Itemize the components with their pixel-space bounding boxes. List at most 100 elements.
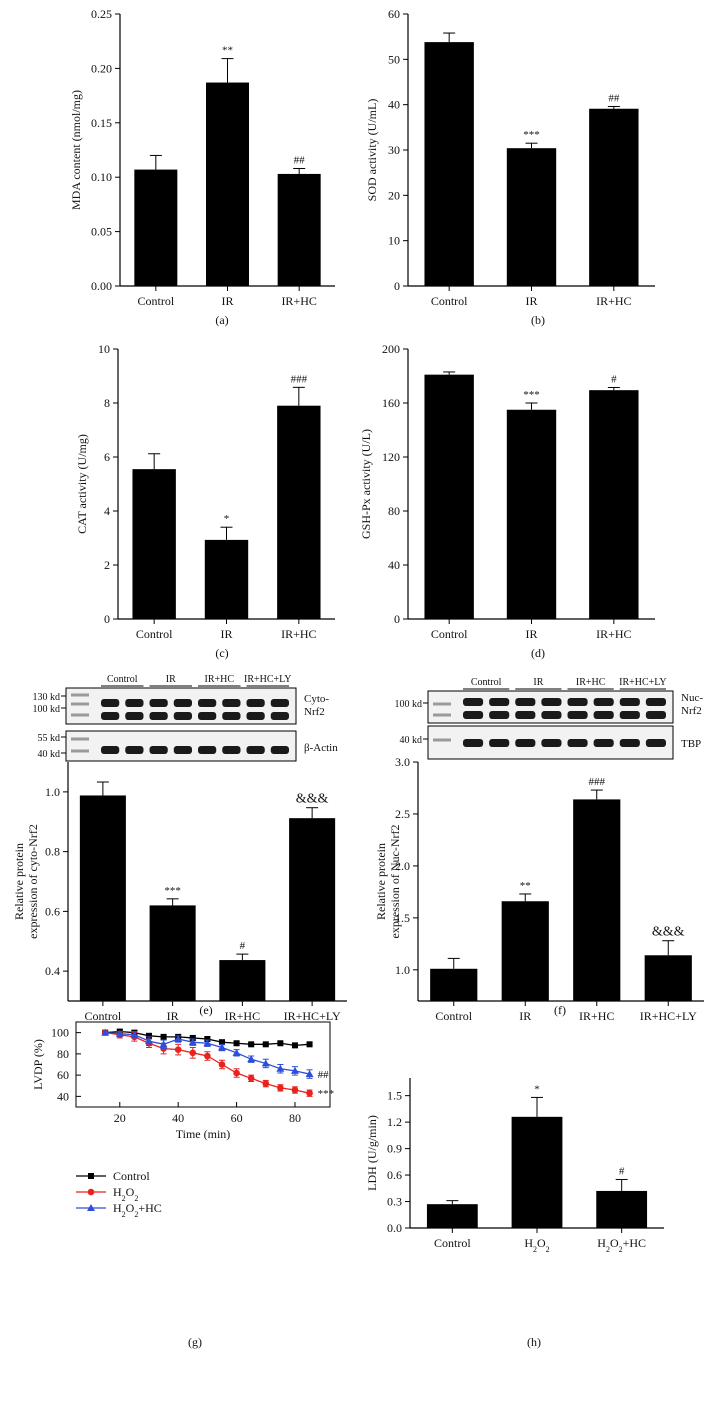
bar	[134, 169, 178, 286]
y-tick-label: 1.5	[387, 1089, 402, 1103]
x-tick-label: IR+HC	[596, 627, 631, 641]
data-point	[217, 1043, 226, 1051]
chart-g: 20 40 60 80 40 60 80 100 *** ## Time (min) LVDP (%)…	[31, 1021, 334, 1349]
protein-band	[541, 698, 562, 706]
panel-label: (a)	[215, 313, 228, 327]
panel-label: (h)	[527, 1335, 541, 1349]
x-tick-label: H2O2	[524, 1236, 549, 1254]
x-tick-label: Control	[137, 294, 174, 308]
y-axis-label: LVDP (%)	[31, 1039, 45, 1090]
data-point	[290, 1066, 299, 1074]
y-axis-label: expression of Nuc-Nrf2	[388, 825, 402, 939]
bar	[206, 82, 249, 286]
x-tick-label: 40	[172, 1111, 184, 1125]
x-tick-label: H2O2+HC	[597, 1236, 646, 1254]
blot-marker-label: 130 kd	[33, 692, 61, 703]
blot-row-label: Nrf2	[681, 705, 702, 717]
bar	[511, 1116, 563, 1228]
blot-marker-label: 100 kd	[395, 699, 423, 710]
data-point	[204, 1052, 211, 1060]
bar	[426, 1204, 478, 1228]
protein-band	[173, 746, 192, 754]
x-tick-label: Control	[431, 627, 468, 641]
y-tick-label: 10	[388, 234, 400, 248]
bar	[644, 955, 692, 1001]
protein-band	[125, 746, 144, 754]
significance-label: ##	[318, 1069, 330, 1081]
protein-band	[246, 746, 265, 754]
x-tick-label: IR	[519, 1009, 531, 1023]
data-point	[305, 1070, 314, 1078]
data-point	[277, 1084, 284, 1092]
protein-band	[222, 712, 241, 720]
legend-label: H2O2	[113, 1185, 138, 1203]
significance-label: ***	[523, 389, 540, 401]
protein-band	[645, 739, 666, 747]
panel-label: (f)	[554, 1003, 566, 1017]
data-point	[233, 1040, 240, 1047]
protein-band	[270, 712, 289, 720]
blot-group-label: IR+HC	[576, 677, 606, 688]
y-tick-label: 20	[388, 188, 400, 202]
data-point	[189, 1034, 196, 1041]
data-point	[248, 1041, 255, 1048]
data-point	[204, 1036, 211, 1042]
y-tick-label: 0.05	[91, 225, 112, 239]
x-tick-label: IR+HC	[281, 627, 316, 641]
chart-a: 0.00 0.05 0.10 0.15 0.20 0.25 Control ** IR ## IR+…	[69, 7, 335, 327]
chart-h: 0.0 0.3 0.6 0.9 1.2 1.5 Control * H2O2 # H2O2+HC LD…	[365, 1078, 664, 1349]
y-tick-label: 1.5	[395, 911, 410, 925]
y-tick-label: 40	[388, 558, 400, 572]
data-point	[115, 1029, 124, 1037]
x-tick-label: 80	[289, 1111, 301, 1125]
data-point	[247, 1075, 255, 1082]
x-tick-label: Control	[431, 294, 468, 308]
significance-label: *	[534, 1083, 540, 1095]
blot-group-label: Control	[471, 677, 502, 688]
y-tick-label: 6	[104, 450, 110, 464]
protein-band	[515, 711, 536, 719]
data-point	[188, 1038, 197, 1046]
y-tick-label: 1.2	[387, 1115, 402, 1129]
ladder-band	[71, 749, 89, 753]
protein-band	[463, 711, 484, 719]
blot-group-label: IR+HC+LY	[244, 674, 292, 685]
panel-label: (c)	[215, 646, 228, 660]
data-point	[145, 1032, 152, 1039]
bar	[132, 469, 176, 619]
bar	[149, 905, 196, 1001]
significance-label: ###	[291, 373, 308, 385]
y-axis-label: LDH (U/g/min)	[365, 1115, 379, 1191]
data-point	[306, 1041, 313, 1048]
protein-band	[567, 698, 588, 706]
chart-c: 0 2 4 6 8 10 Control * IR ### IR+HC CAT activity (U…	[75, 342, 335, 660]
protein-band	[489, 698, 510, 706]
y-tick-label: 2.0	[395, 859, 410, 873]
y-tick-label: 40	[388, 98, 400, 112]
x-tick-label: IR	[221, 627, 233, 641]
bar	[596, 1190, 648, 1228]
blot-row-label: β-Actin	[304, 742, 338, 754]
ladder-band	[433, 713, 451, 717]
y-tick-label: 1.0	[45, 785, 60, 799]
x-tick-label: Control	[435, 1009, 472, 1023]
protein-band	[593, 739, 614, 747]
protein-band	[270, 746, 289, 754]
chart-d: 0 40 80 120 160 200 Control *** IR # IR+HC GSH-Px a…	[359, 342, 655, 660]
data-point	[159, 1040, 168, 1048]
bar	[589, 108, 639, 286]
y-tick-label: 0.6	[45, 904, 60, 918]
protein-band	[567, 739, 588, 747]
plot-frame	[75, 1021, 331, 1108]
data-point	[262, 1041, 269, 1048]
blot-marker-label: 100 kd	[33, 704, 61, 715]
significance-label: #	[240, 940, 246, 952]
data-point	[277, 1040, 284, 1047]
protein-band	[619, 739, 640, 747]
y-tick-label: 0.15	[91, 116, 112, 130]
blot-marker-label: 40 kd	[38, 749, 61, 760]
protein-band	[619, 698, 640, 706]
y-tick-label: 10	[98, 342, 110, 356]
